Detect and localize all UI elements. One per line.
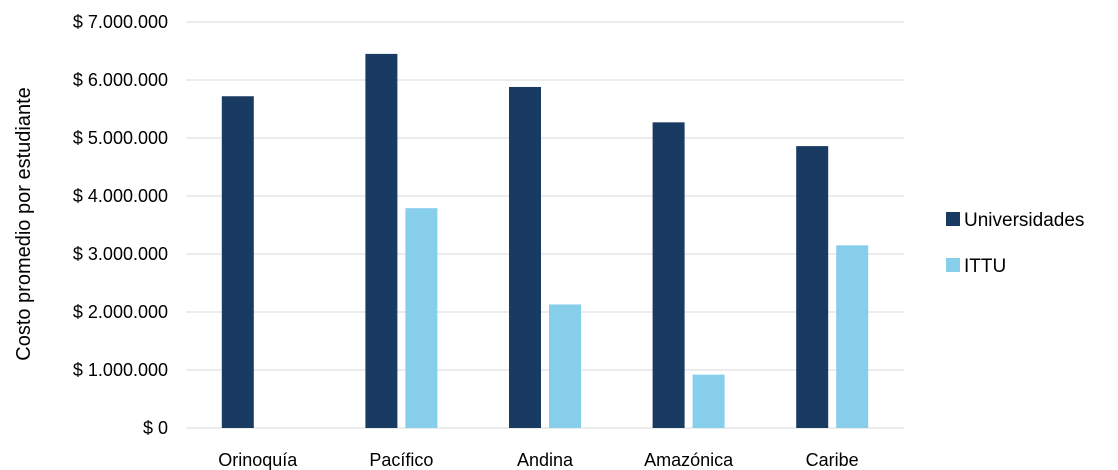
x-axis-tick-labels: Orinoquía Pacífico Andina Amazónica Caribe (218, 450, 858, 470)
legend: Universidades ITTU (946, 210, 1084, 277)
y-tick-label: $ 7.000.000 (73, 12, 168, 32)
y-axis-tick-labels: $ 0 $ 1.000.000 $ 2.000.000 $ 3.000.000 $ 4.… (73, 12, 168, 438)
x-tick-label: Andina (517, 450, 574, 470)
legend-label: ITTU (964, 256, 1006, 277)
bar-ittu-pacífico (405, 208, 438, 428)
legend-label: Universidades (964, 210, 1084, 231)
x-tick-label: Pacífico (369, 450, 433, 470)
y-tick-label: $ 6.000.000 (73, 70, 168, 90)
bar-universidades-pacífico (365, 53, 398, 429)
y-tick-label: $ 4.000.000 (73, 186, 168, 206)
x-tick-label: Orinoquía (218, 450, 298, 470)
y-tick-label: $ 2.000.000 (73, 302, 168, 322)
x-tick-label: Caribe (806, 450, 859, 470)
bar-universidades-orinoquía (221, 96, 254, 429)
y-tick-label: $ 3.000.000 (73, 244, 168, 264)
legend-swatch (946, 212, 960, 226)
bars (221, 53, 869, 429)
y-axis-title: Costo promedio por estudiante (13, 87, 35, 361)
y-tick-label: $ 5.000.000 (73, 128, 168, 148)
y-tick-label: $ 0 (143, 418, 168, 438)
bar-ittu-caribe (836, 245, 869, 428)
bar-universidades-caribe (796, 146, 829, 428)
y-tick-label: $ 1.000.000 (73, 360, 168, 380)
bar-ittu-amazónica (692, 374, 725, 428)
bar-ittu-andina (549, 304, 581, 428)
bar-universidades-amazónica (652, 122, 685, 428)
gridlines (186, 21, 904, 429)
x-tick-label: Amazónica (644, 450, 734, 470)
bar-universidades-andina (509, 86, 541, 429)
legend-swatch (946, 258, 960, 272)
